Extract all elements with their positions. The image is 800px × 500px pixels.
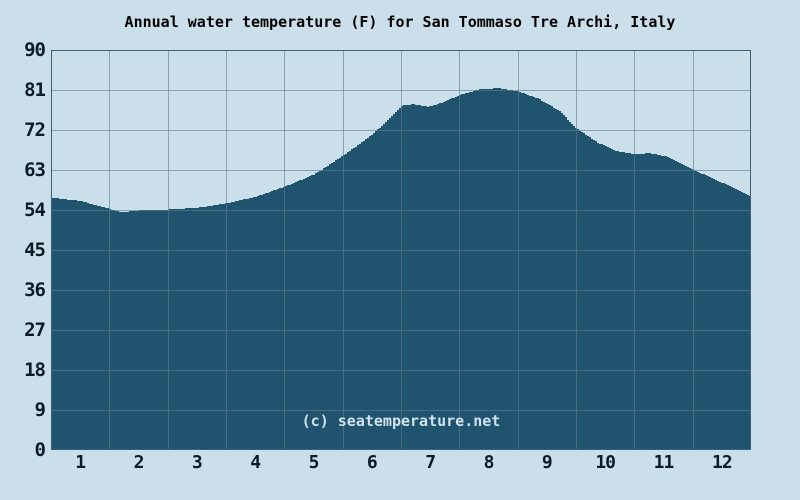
y-tick-label: 9 — [34, 399, 46, 421]
plot-border — [51, 50, 751, 450]
chart-title: Annual water temperature (F) for San Tom… — [124, 13, 676, 31]
x-tick-label: 9 — [541, 452, 553, 473]
y-tick-label: 36 — [24, 279, 46, 301]
x-tick-label: 3 — [191, 452, 203, 473]
x-tick-label: 8 — [483, 452, 495, 473]
plot-area: (c) seatemperature.net — [51, 50, 751, 450]
x-tick-label: 4 — [250, 452, 261, 473]
x-tick-label: 12 — [711, 452, 733, 473]
y-tick-label: 0 — [34, 439, 46, 461]
x-tick-label: 1 — [75, 452, 86, 473]
y-tick-label: 27 — [24, 319, 46, 341]
temperature-area-plot — [51, 50, 751, 450]
x-tick-label: 10 — [595, 452, 616, 473]
y-tick-label: 54 — [24, 199, 46, 221]
y-tick-label: 81 — [24, 79, 46, 101]
x-tick-label: 7 — [425, 452, 436, 473]
y-tick-label: 18 — [24, 359, 46, 381]
y-tick-label: 90 — [24, 39, 46, 61]
y-tick-label: 72 — [24, 119, 46, 141]
y-tick-label: 45 — [24, 239, 46, 261]
x-tick-label: 6 — [366, 452, 378, 473]
x-tick-label: 5 — [308, 452, 320, 473]
y-tick-label: 63 — [24, 159, 46, 181]
watermark-text: (c) seatemperature.net — [301, 412, 501, 430]
x-tick-label: 2 — [133, 452, 145, 473]
x-tick-label: 11 — [653, 452, 675, 473]
